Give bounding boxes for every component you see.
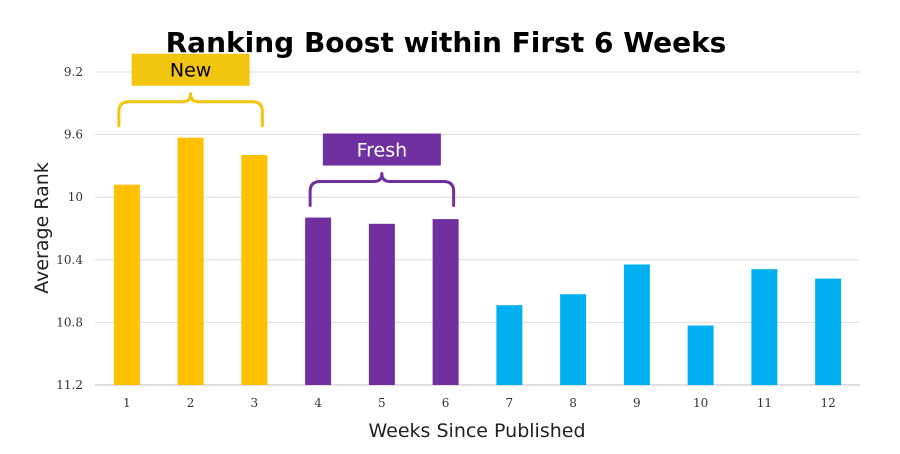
bar-week-11 (751, 269, 778, 385)
x-tick-label: 8 (569, 396, 577, 410)
x-tick-label: 11 (757, 396, 772, 410)
bar-week-2 (177, 137, 204, 385)
x-tick-label: 7 (506, 396, 514, 410)
y-tick-label: 9.6 (64, 128, 83, 142)
y-tick-label: 10.4 (56, 253, 83, 267)
bar-week-4 (305, 217, 332, 385)
bar-week-12 (815, 278, 842, 385)
callout-bracket (308, 172, 456, 208)
x-tick-label: 4 (314, 396, 322, 410)
x-tick-label: 10 (693, 396, 708, 410)
chart-title: Ranking Boost within First 6 Weeks (166, 26, 727, 59)
callout-box (131, 53, 250, 86)
x-tick-label: 3 (251, 396, 259, 410)
callout-bracket (117, 92, 264, 128)
x-axis-label: Weeks Since Published (368, 420, 585, 442)
bar-week-3 (241, 154, 268, 385)
x-tick-label: 5 (378, 396, 386, 410)
x-tick-label: 2 (187, 396, 195, 410)
x-tick-label: 6 (442, 396, 450, 410)
grid (95, 71, 860, 386)
bars (113, 137, 842, 385)
bar-week-1 (113, 184, 140, 385)
x-axis-ticks: 1 2 3 4 5 6 7 8 9 10 11 12 (123, 396, 836, 410)
y-axis-label: Average Rank (31, 162, 53, 294)
x-tick-label: 9 (633, 396, 641, 410)
y-tick-label: 11.2 (56, 378, 83, 392)
y-axis-ticks: 9.2 9.6 10 10.4 10.8 11.2 (56, 65, 83, 392)
bar-week-7 (496, 305, 523, 385)
y-tick-label: 9.2 (64, 65, 83, 79)
callout-label: Fresh (357, 140, 408, 162)
x-tick-label: 12 (820, 396, 835, 410)
bar-week-5 (368, 223, 395, 385)
bar-week-6 (432, 219, 459, 385)
y-tick-label: 10.8 (56, 315, 83, 329)
y-tick-label: 10 (68, 190, 83, 204)
callout-label: New (170, 60, 211, 82)
callouts: New Fresh (117, 53, 456, 208)
bar-week-8 (560, 294, 587, 385)
bar-week-9 (623, 264, 650, 385)
bar-week-10 (687, 325, 714, 385)
callout-box (322, 133, 441, 166)
x-tick-label: 1 (123, 396, 131, 410)
